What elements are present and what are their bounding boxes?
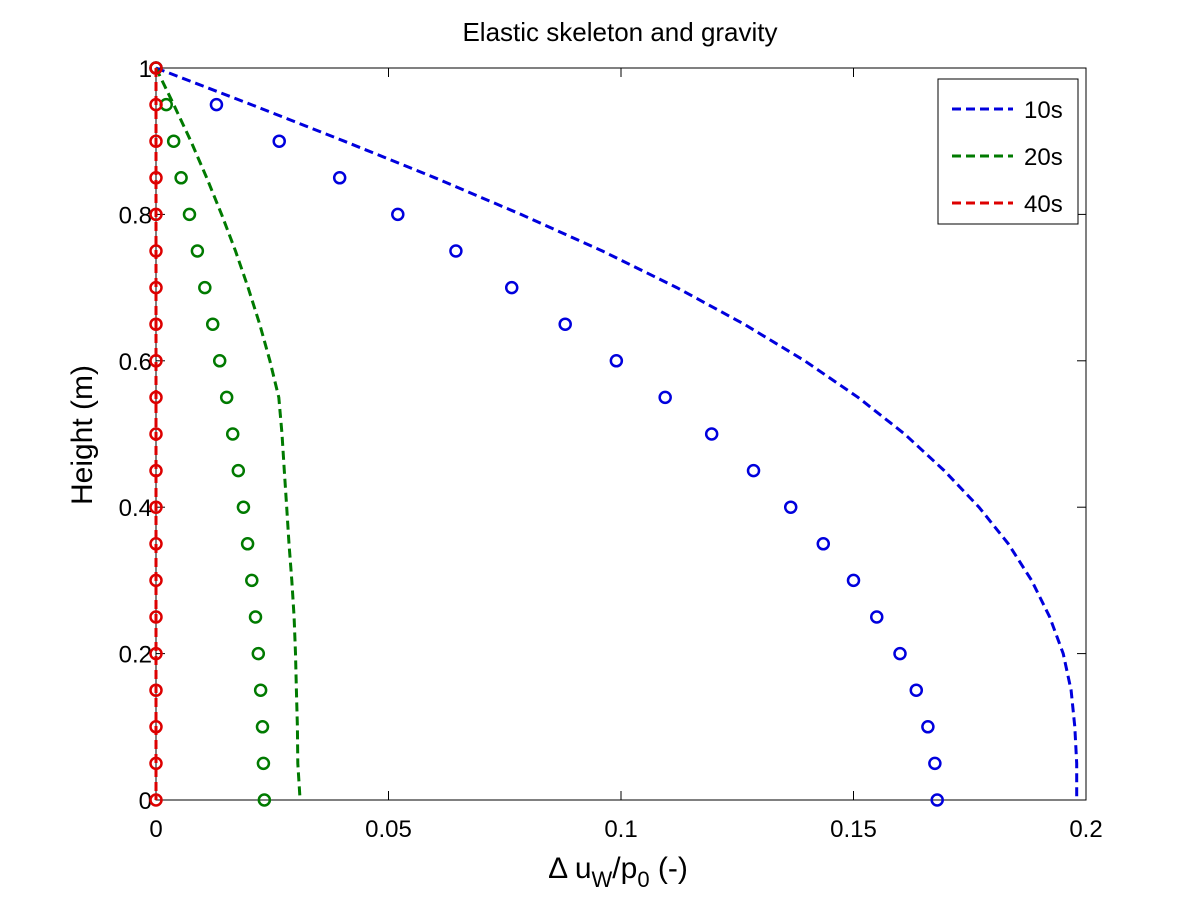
data-point-10s xyxy=(816,537,831,551)
data-point-20s xyxy=(248,610,263,624)
legend-box xyxy=(937,78,1079,225)
data-point-10s xyxy=(909,683,924,697)
series-40s xyxy=(149,61,163,807)
y-ticks: 0 0.2 0.4 0.6 0.8 1 xyxy=(119,56,1086,815)
data-point-10s xyxy=(783,500,798,514)
series-10s xyxy=(149,61,1079,807)
data-point-10s xyxy=(391,207,405,222)
data-point-40s xyxy=(149,427,163,441)
data-point-40s xyxy=(149,793,163,807)
data-point-40s xyxy=(149,207,163,222)
data-point-40s xyxy=(149,171,163,185)
legend-label-10s: 10s xyxy=(1024,97,1063,124)
y-tick-label: 0 xyxy=(139,788,152,815)
x-tick-label: 0.1 xyxy=(604,816,637,843)
data-point-20s xyxy=(212,354,227,368)
legend-label-20s: 20s xyxy=(1024,144,1063,171)
x-tick-label: 0.05 xyxy=(365,816,412,843)
data-point-10s xyxy=(704,427,719,441)
data-point-40s xyxy=(149,646,163,661)
data-point-10s xyxy=(658,390,672,405)
data-point-10s xyxy=(921,720,935,734)
data-point-40s xyxy=(149,390,163,405)
data-point-20s xyxy=(205,317,220,331)
data-point-40s xyxy=(149,756,163,771)
data-point-20s xyxy=(182,207,197,222)
x-axis-title-sub1: W xyxy=(592,867,613,892)
legend: 10s 20s 40s xyxy=(937,78,1079,225)
data-point-10s xyxy=(209,97,224,112)
x-axis-title-mid: /p xyxy=(612,852,637,885)
y-tick-label: 0.4 xyxy=(119,495,152,522)
x-tick-label: 0 xyxy=(149,816,162,843)
data-point-40s xyxy=(149,463,163,478)
data-point-20s xyxy=(225,427,240,441)
data-point-10s xyxy=(332,171,347,185)
data-point-20s xyxy=(231,463,246,478)
data-point-20s xyxy=(257,793,272,807)
data-point-40s xyxy=(149,683,163,697)
x-tick-label: 0.2 xyxy=(1069,816,1102,843)
data-point-20s xyxy=(219,390,234,405)
y-tick-label: 0.8 xyxy=(119,202,152,229)
data-point-20s xyxy=(251,646,266,661)
data-point-10s xyxy=(272,134,286,148)
data-point-10s xyxy=(930,793,944,807)
data-point-20s xyxy=(236,500,251,514)
data-point-40s xyxy=(149,134,163,148)
data-point-10s xyxy=(928,756,942,771)
data-point-40s xyxy=(149,97,163,112)
y-tick-label: 0.2 xyxy=(119,642,152,669)
series-line-20s xyxy=(154,67,302,801)
data-point-10s xyxy=(609,354,624,368)
x-axis-title: Δ uW/p0 (-) xyxy=(548,852,688,892)
y-axis-title: Height (m) xyxy=(66,365,99,505)
data-point-40s xyxy=(149,610,163,624)
data-point-10s xyxy=(746,463,761,478)
data-point-40s xyxy=(149,317,163,331)
data-point-40s xyxy=(149,280,163,295)
data-point-40s xyxy=(149,61,163,75)
data-point-20s xyxy=(198,280,212,295)
data-point-20s xyxy=(174,171,188,185)
data-point-10s xyxy=(504,280,519,295)
x-axis-title-sub2: 0 xyxy=(637,867,649,892)
x-tick-label: 0.15 xyxy=(830,816,877,843)
y-tick-label: 1 xyxy=(139,56,152,83)
data-point-40s xyxy=(149,573,163,588)
y-tick-label: 0.6 xyxy=(119,349,152,376)
series-layer xyxy=(149,61,1079,807)
data-point-40s xyxy=(149,720,163,734)
data-point-20s xyxy=(255,720,270,734)
data-point-20s xyxy=(190,244,205,258)
x-axis-title-suffix: (-) xyxy=(650,852,688,885)
data-point-20s xyxy=(253,683,268,697)
data-point-20s xyxy=(240,537,255,551)
data-point-20s xyxy=(256,756,271,771)
data-point-10s xyxy=(893,646,907,661)
series-line-10s xyxy=(155,66,1079,800)
data-point-40s xyxy=(149,537,163,551)
data-point-10s xyxy=(558,317,572,331)
x-axis-title-prefix: Δ u xyxy=(548,852,591,885)
series-20s xyxy=(149,61,302,807)
chart-title: Elastic skeleton and gravity xyxy=(462,17,777,47)
data-point-10s xyxy=(870,610,884,624)
data-point-40s xyxy=(149,354,163,368)
data-point-10s xyxy=(449,244,463,258)
data-point-20s xyxy=(245,573,259,588)
x-ticks: 0 0.05 0.1 0.15 0.2 xyxy=(149,68,1103,843)
legend-label-40s: 40s xyxy=(1024,191,1063,218)
data-point-20s xyxy=(166,134,181,148)
data-point-40s xyxy=(149,500,163,514)
data-point-40s xyxy=(149,244,163,258)
data-point-10s xyxy=(846,573,861,588)
